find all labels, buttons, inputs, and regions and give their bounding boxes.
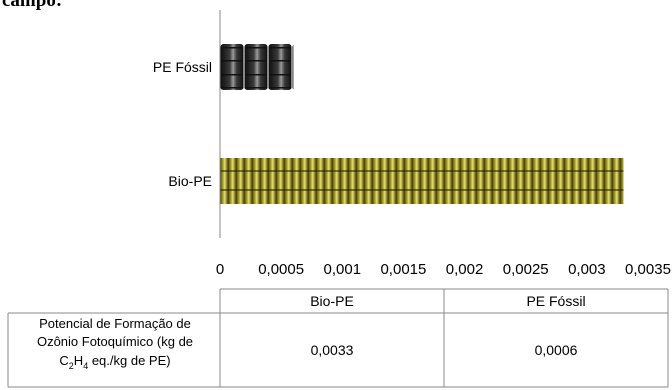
table-header: Bio-PE xyxy=(310,293,354,309)
bar xyxy=(220,158,624,204)
y-tick-label: PE Fóssil xyxy=(153,59,212,75)
label-part: C xyxy=(59,353,68,368)
x-tick-label: 0,001 xyxy=(324,261,362,278)
x-tick-label: 0,002 xyxy=(446,261,484,278)
table-row-label: Ozônio Fotoquímico (kg de xyxy=(37,334,193,349)
x-tick-label: 0,0025 xyxy=(503,261,549,278)
bar xyxy=(220,44,293,90)
x-tick-label: 0 xyxy=(216,261,224,278)
table-row-label: Potencial de Formação de xyxy=(39,316,191,331)
page: campo: Potencial de Formação de Ozônio F… xyxy=(0,0,672,390)
y-tick-label: Bio-PE xyxy=(168,173,212,189)
x-tick-label: 0,0035 xyxy=(625,261,671,278)
x-tick-label: 0,0015 xyxy=(380,261,426,278)
table-row-label: C2H4 eq./kg de PE) xyxy=(59,353,170,371)
x-tick-label: 0,0005 xyxy=(258,261,304,278)
table-value: 0,0006 xyxy=(535,342,578,358)
label-part: H xyxy=(74,353,83,368)
x-tick-label: 0,003 xyxy=(568,261,606,278)
table-header: PE Fóssil xyxy=(526,293,585,309)
label-part: eq./kg de PE) xyxy=(88,353,170,368)
table-value: 0,0033 xyxy=(311,342,354,358)
heading-fragment: campo: xyxy=(2,0,62,11)
